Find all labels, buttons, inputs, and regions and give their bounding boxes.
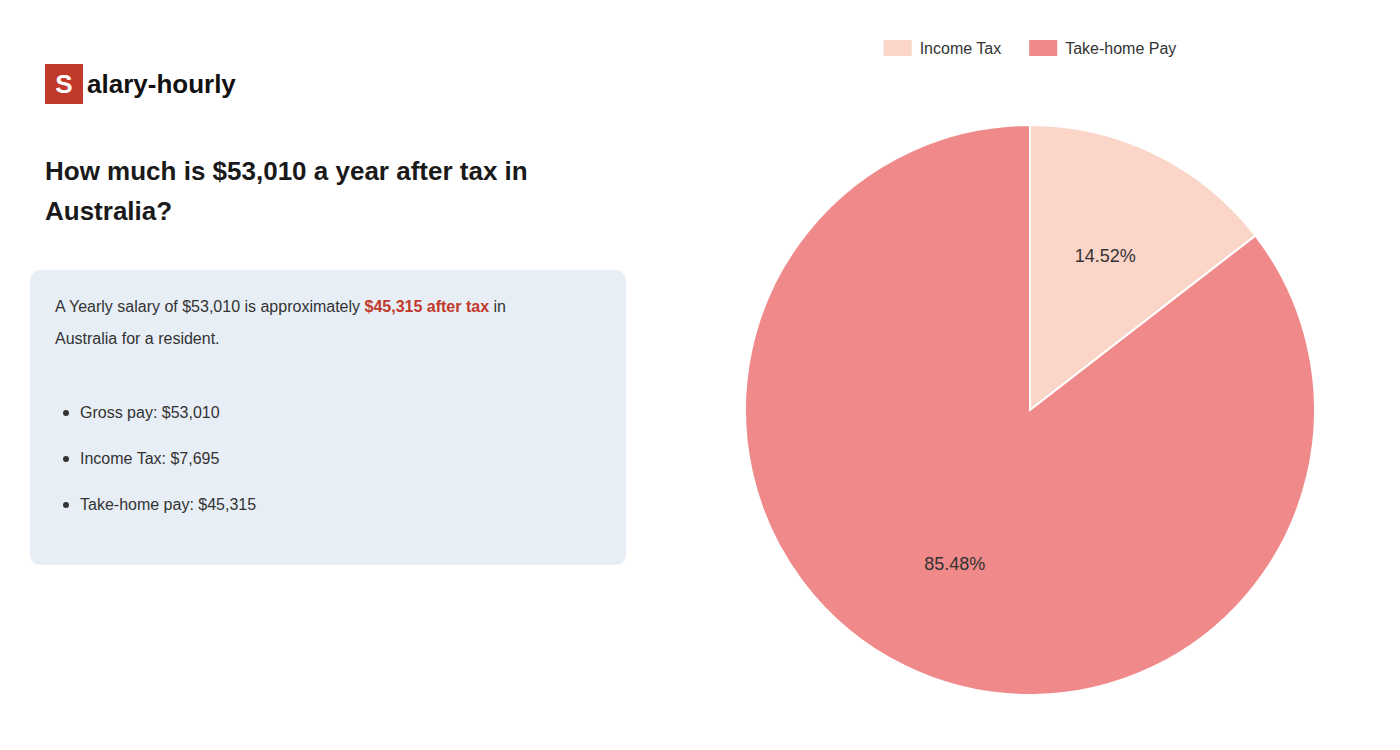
legend-label: Take-home Pay bbox=[1065, 40, 1176, 57]
annotation-run: Australia for a resident. bbox=[55, 330, 220, 347]
legend-label: Income Tax bbox=[920, 40, 1002, 57]
annotation: Australia for a resident. bbox=[55, 330, 220, 347]
bullet bbox=[63, 410, 69, 416]
logo-text: alary-hourly bbox=[87, 69, 236, 99]
annotation-run: in bbox=[489, 298, 506, 315]
annotation: Gross pay: $53,010 bbox=[80, 404, 220, 421]
logo-letter: S bbox=[55, 69, 72, 99]
data-label: 85.48% bbox=[924, 554, 985, 574]
pie-slice bbox=[745, 125, 1315, 695]
annotation-run: $45,315 after tax bbox=[365, 298, 490, 315]
chart: Salary-hourly How much is $53,010 a year … bbox=[0, 0, 1400, 750]
logo: Salary-hourly bbox=[45, 64, 236, 104]
title: Australia? bbox=[45, 196, 172, 226]
data-label: 14.52% bbox=[1075, 246, 1136, 266]
annotation: A Yearly salary of $53,010 is approximat… bbox=[55, 298, 506, 315]
annotation-run: A Yearly salary of $53,010 is approximat… bbox=[55, 298, 365, 315]
bullet bbox=[63, 456, 69, 462]
data-labels: 14.52% 85.48% bbox=[924, 246, 1136, 573]
annotation: Take-home pay: $45,315 bbox=[80, 496, 256, 513]
pie bbox=[745, 125, 1315, 695]
annotation-run: Take-home pay: $45,315 bbox=[80, 496, 256, 513]
legend: Income Tax Take-home Pay bbox=[884, 40, 1177, 57]
logo-box bbox=[45, 64, 83, 104]
bullet bbox=[63, 502, 69, 508]
legend-swatch bbox=[1029, 40, 1057, 56]
annotation-run: Gross pay: $53,010 bbox=[80, 404, 220, 421]
info-box bbox=[30, 270, 626, 565]
annotation: Income Tax: $7,695 bbox=[80, 450, 219, 467]
legend-item: Take-home Pay bbox=[1029, 40, 1176, 57]
title: How much is $53,010 a year after tax in bbox=[45, 156, 528, 186]
legend-swatch bbox=[884, 40, 912, 56]
legend-item: Income Tax bbox=[884, 40, 1002, 57]
annotation-run: Income Tax: $7,695 bbox=[80, 450, 219, 467]
